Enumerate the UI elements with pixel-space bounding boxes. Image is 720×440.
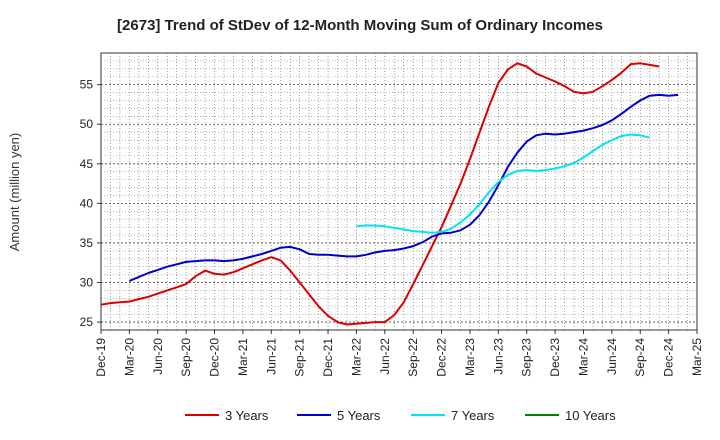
series-line-5-years [129, 93, 679, 282]
y-ticks: 25 30 35 40 45 50 55 [80, 78, 101, 329]
x-tick-label: Dec-24 [662, 338, 676, 377]
x-tick-label: Mar-22 [349, 338, 363, 376]
y-tick-label: 40 [80, 196, 94, 210]
chart-title: [2673] Trend of StDev of 12-Month Moving… [117, 17, 603, 34]
legend: 3 Years 5 Years 7 Years 10 Years [185, 408, 616, 423]
x-tick-label: Dec-22 [435, 338, 449, 377]
series-lines [100, 62, 679, 326]
y-tick-label: 35 [80, 236, 94, 250]
x-tick-label: Mar-24 [576, 338, 590, 376]
x-tick-label: Sep-20 [179, 338, 193, 377]
y-tick-label: 55 [80, 78, 94, 92]
x-tick-label: Jun-21 [264, 338, 278, 375]
y-axis-label: Amount (million yen) [7, 133, 22, 252]
x-tick-label: Dec-19 [94, 338, 108, 377]
x-tick-label: Dec-21 [321, 338, 335, 377]
x-tick-label: Mar-21 [236, 338, 250, 376]
x-tick-label: Sep-22 [406, 338, 420, 377]
grid [101, 53, 697, 331]
y-tick-label: 30 [80, 276, 94, 290]
x-tick-label: Jun-24 [605, 338, 619, 375]
y-tick-label: 45 [80, 157, 94, 171]
x-tick-label: Sep-24 [633, 338, 647, 377]
x-tick-label: Jun-23 [491, 338, 505, 375]
legend-label: 5 Years [337, 408, 381, 423]
series-line-3-years [100, 62, 660, 326]
y-tick-label: 50 [80, 117, 94, 131]
legend-label: 7 Years [451, 408, 495, 423]
plot-frame [100, 52, 698, 331]
x-tick-label: Jun-20 [151, 338, 165, 375]
x-tick-label: Mar-23 [463, 338, 477, 376]
x-tick-label: Dec-23 [548, 338, 562, 377]
x-tick-label: Jun-22 [378, 338, 392, 375]
x-tick-label: Sep-21 [293, 338, 307, 377]
legend-label: 10 Years [565, 408, 616, 423]
legend-label: 3 Years [225, 408, 269, 423]
x-tick-label: Mar-25 [690, 338, 704, 376]
series-line-7-years [356, 133, 650, 234]
x-ticks: Dec-19 Mar-20 Jun-20 Sep-20 Dec-20 Mar-21 Jun-… [94, 330, 704, 377]
x-tick-label: Mar-20 [122, 338, 136, 376]
x-tick-label: Dec-20 [208, 338, 222, 377]
y-tick-label: 25 [80, 315, 94, 329]
x-tick-label: Sep-23 [520, 338, 534, 377]
